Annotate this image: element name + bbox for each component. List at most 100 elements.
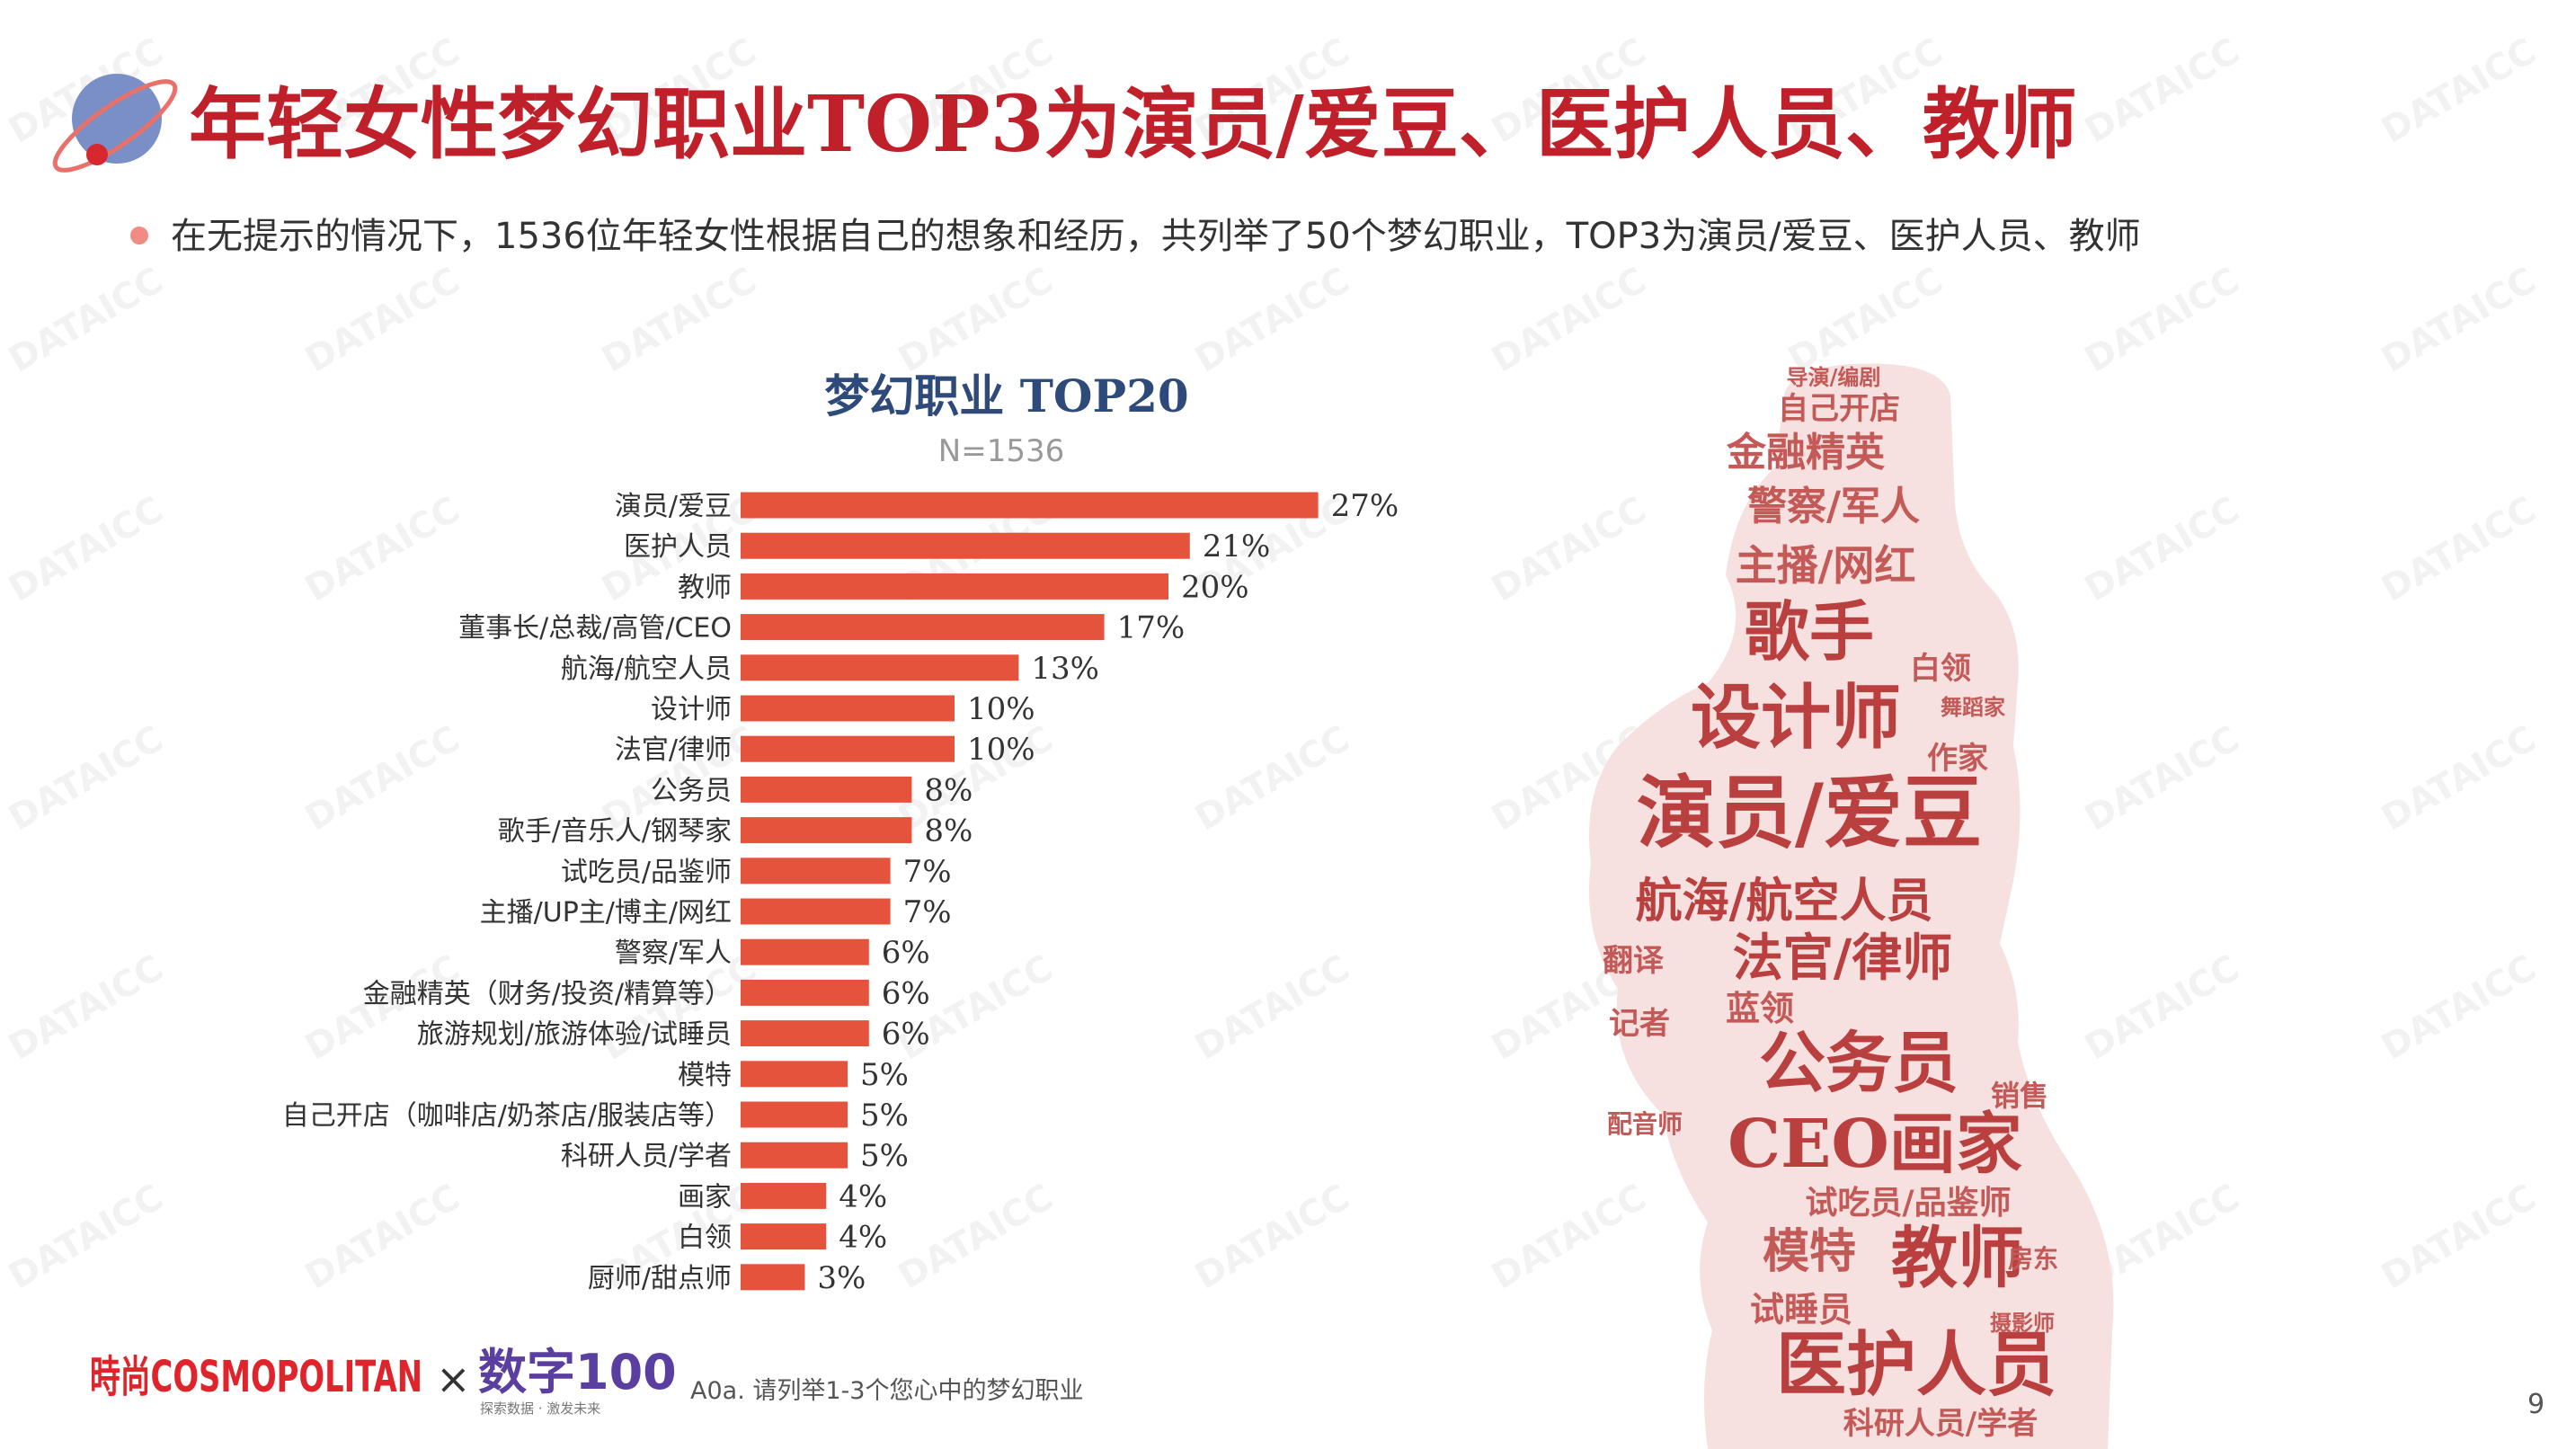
watermark: DATAICC <box>298 718 466 840</box>
cloud-word: 销售 <box>1991 1079 2048 1113</box>
brand2-logo: 数字100 <box>478 1344 677 1400</box>
watermark: DATAICC <box>2 718 170 840</box>
watermark: DATAICC <box>2375 718 2543 840</box>
value-label: 7% <box>903 854 952 890</box>
bar <box>741 1061 848 1088</box>
cloud-word: 白领 <box>1910 651 1971 687</box>
value-label: 6% <box>882 935 930 971</box>
bar <box>741 1142 848 1169</box>
value-label: 5% <box>860 1098 909 1133</box>
page-number: 9 <box>2527 1389 2545 1420</box>
watermark: DATAICC <box>298 489 466 610</box>
category-label: 厨师/甜点师 <box>588 1263 732 1294</box>
watermark: DATAICC <box>1485 260 1653 381</box>
watermark: DATAICC <box>1188 718 1356 840</box>
cloud-word: 科研人员/学者 <box>1843 1406 2038 1442</box>
cloud-word: 摄影师 <box>1990 1310 2055 1336</box>
watermark: DATAICC <box>1188 1177 1356 1298</box>
bar <box>741 817 912 844</box>
bar <box>741 1020 869 1047</box>
category-label: 航海/航空人员 <box>561 653 732 685</box>
category-label: 科研人员/学者 <box>561 1141 732 1172</box>
cloud-word: 医护人员 <box>1776 1324 2056 1406</box>
category-label: 金融精英（财务/投资/精算等） <box>363 978 732 1009</box>
watermark: DATAICC <box>298 1177 466 1298</box>
watermark: DATAICC <box>1188 947 1356 1069</box>
watermark: DATAICC <box>595 260 763 381</box>
value-label: 27% <box>1331 488 1399 524</box>
category-label: 画家 <box>678 1181 732 1213</box>
watermark: DATAICC <box>1485 489 1653 610</box>
chart-title: 梦幻职业 TOP20 <box>824 369 1188 422</box>
watermark: DATAICC <box>1188 260 1356 381</box>
value-label: 8% <box>924 772 973 808</box>
cloud-word: 金融精英 <box>1726 430 1886 476</box>
cloud-word: 房东 <box>2008 1244 2058 1274</box>
watermark: DATAICC <box>2078 31 2246 152</box>
watermark: DATAICC <box>1781 260 1950 381</box>
category-label: 警察/军人 <box>615 938 732 969</box>
value-label: 6% <box>882 975 930 1011</box>
brand2-tagline: 探索数据 · 激发未来 <box>480 1400 600 1417</box>
category-label: 歌手/音乐人/钢琴家 <box>498 816 732 848</box>
category-label: 公务员 <box>651 775 732 806</box>
value-label: 17% <box>1117 610 1186 646</box>
value-label: 21% <box>1203 529 1271 564</box>
watermark: DATAICC <box>2078 489 2246 610</box>
watermark: DATAICC <box>892 1177 1060 1298</box>
cloud-word: 主播/网红 <box>1736 541 1916 590</box>
watermark: DATAICC <box>1485 1177 1653 1298</box>
cloud-word: 作家 <box>1927 741 1988 777</box>
value-label: 5% <box>860 1057 909 1093</box>
bar <box>741 979 869 1006</box>
cloud-word: 自己开店 <box>1778 391 1900 427</box>
cloud-word: 法官/律师 <box>1733 929 1952 988</box>
cloud-word: 舞蹈家 <box>1941 694 2005 720</box>
watermark: DATAICC <box>2375 260 2543 381</box>
silhouette <box>1589 363 2114 1449</box>
cloud-word: 模特 <box>1763 1224 1856 1279</box>
bar <box>741 1223 827 1250</box>
value-label: 4% <box>839 1220 887 1256</box>
chart-subtitle: N=1536 <box>938 433 1064 469</box>
watermark: DATAICC <box>2 947 170 1069</box>
value-label: 13% <box>1031 651 1099 687</box>
cloud-word: 设计师 <box>1691 677 1901 759</box>
value-label: 6% <box>882 1017 930 1053</box>
bar <box>741 776 912 803</box>
cloud-word: 蓝领 <box>1726 988 1794 1028</box>
category-label: 白领 <box>678 1222 732 1254</box>
cloud-word: 试吃员/品鉴师 <box>1805 1184 2011 1222</box>
category-label: 设计师 <box>651 694 732 725</box>
value-label: 8% <box>924 813 973 849</box>
bar <box>741 735 955 762</box>
category-label: 模特 <box>678 1060 732 1091</box>
category-label: 董事长/总裁/高管/CEO <box>458 613 732 644</box>
watermark: DATAICC <box>2375 1177 2543 1298</box>
bar <box>741 614 1105 641</box>
watermark: DATAICC <box>2375 489 2543 610</box>
watermark: DATAICC <box>2 489 170 610</box>
bar <box>741 573 1168 600</box>
footnote: A0a. 请列举1-3个您心中的梦幻职业 <box>690 1377 1083 1405</box>
bullet-dot <box>130 227 148 244</box>
category-label: 主播/UP主/博主/网红 <box>480 897 732 929</box>
bar-chart: 演员/爱豆 27% 医护人员 21% 教师 20% 董事长/总裁/高管/CEO 17% 航海/航… <box>282 488 1399 1296</box>
bar <box>741 654 1019 681</box>
watermark: DATAICC <box>298 260 466 381</box>
cloud-word: 记者 <box>1609 1006 1670 1042</box>
value-label: 4% <box>839 1178 887 1214</box>
cloud-word: 歌手 <box>1745 593 1874 670</box>
brand-logo: 時尚COSMOPOLITAN <box>90 1352 422 1402</box>
bar <box>741 1182 827 1209</box>
times-sign: × <box>436 1355 471 1403</box>
category-label: 自己开店（咖啡店/奶茶店/服装店等） <box>282 1100 732 1132</box>
cloud-word: 导演/编剧 <box>1787 364 1881 390</box>
cloud-word: 配音师 <box>1607 1109 1683 1139</box>
cloud-word: 试睡员 <box>1750 1289 1852 1329</box>
bar <box>741 1264 805 1291</box>
bullet-text: 在无提示的情况下，1536位年轻女性根据自己的想象和经历，共列举了50个梦幻职业… <box>171 216 2141 257</box>
cloud-word: 航海/航空人员 <box>1636 874 1933 929</box>
cloud-word: 教师 <box>1891 1220 2024 1297</box>
